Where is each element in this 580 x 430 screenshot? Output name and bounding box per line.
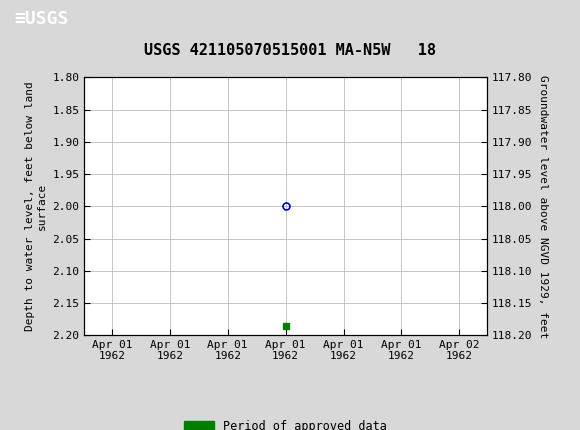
Text: USGS 421105070515001 MA-N5W   18: USGS 421105070515001 MA-N5W 18 bbox=[144, 43, 436, 58]
Legend: Period of approved data: Period of approved data bbox=[180, 415, 392, 430]
Y-axis label: Depth to water level, feet below land
surface: Depth to water level, feet below land su… bbox=[25, 82, 46, 331]
Text: ≡USGS: ≡USGS bbox=[14, 10, 69, 28]
Y-axis label: Groundwater level above NGVD 1929, feet: Groundwater level above NGVD 1929, feet bbox=[538, 75, 548, 338]
